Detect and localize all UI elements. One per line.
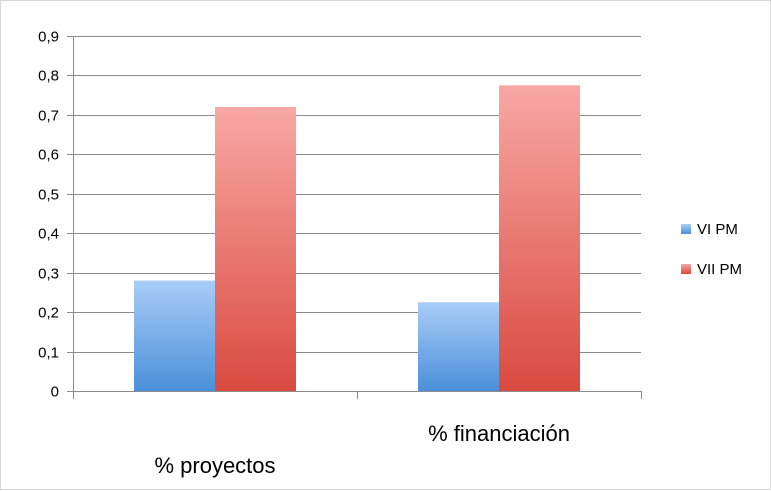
y-tick-label: 0,3 bbox=[38, 266, 59, 283]
x-category-label: % financiación bbox=[428, 421, 570, 446]
y-tick-label: 0,4 bbox=[38, 226, 59, 243]
y-tick-label: 0 bbox=[51, 384, 59, 401]
y-tick-label: 0,1 bbox=[38, 345, 59, 362]
bar bbox=[134, 280, 215, 391]
y-tick-label: 0,8 bbox=[38, 68, 59, 85]
legend-swatch bbox=[681, 224, 691, 234]
y-tick-label: 0,5 bbox=[38, 187, 59, 204]
legend-swatch bbox=[681, 264, 691, 274]
legend: VI PM VII PM bbox=[681, 221, 742, 278]
y-tick-label: 0,9 bbox=[38, 29, 59, 46]
bar bbox=[215, 107, 296, 391]
axes bbox=[73, 36, 642, 399]
y-tick-label: 0,2 bbox=[38, 305, 59, 322]
y-tick-label: 0,7 bbox=[38, 108, 59, 125]
legend-label: VI PM bbox=[697, 221, 738, 238]
bars bbox=[134, 85, 580, 392]
category-labels: % proyectos % financiación bbox=[154, 421, 569, 478]
legend-label: VII PM bbox=[697, 261, 742, 278]
x-category-label: % proyectos bbox=[154, 453, 275, 478]
y-tick-label: 0,6 bbox=[38, 147, 59, 164]
y-axis-ticks: 0 0,1 0,2 0,3 0,4 0,5 0,6 0,7 0,8 0,9 bbox=[38, 29, 73, 401]
bar bbox=[418, 302, 499, 391]
bar bbox=[499, 85, 580, 392]
